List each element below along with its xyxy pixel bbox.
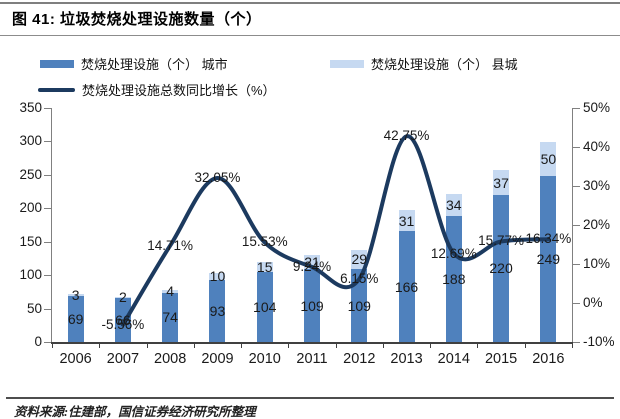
year-label-2012: 2012: [343, 351, 376, 367]
x-axis-tick: [241, 344, 243, 348]
top-rule: [0, 2, 620, 4]
growth-label-2013: 42.75%: [383, 128, 430, 144]
bar-county-label-2008: 4: [166, 283, 175, 300]
year-label-2010: 2010: [248, 351, 281, 367]
bar-county-2006: [67, 293, 84, 296]
right-axis-tick-label: 10%: [583, 256, 611, 271]
legend-label: 焚烧处理设施（个） 县城: [371, 57, 518, 72]
legend-item-0: 焚烧处理设施（个） 城市: [40, 54, 228, 73]
x-axis-tick: [382, 344, 384, 348]
bar-city-label-2011: 109: [300, 297, 324, 314]
year-label-2015: 2015: [484, 351, 518, 367]
left-axis-tick-label: 250: [19, 166, 42, 182]
year-label-2014: 2014: [437, 351, 470, 367]
year-label-2008: 2008: [154, 351, 187, 367]
left-axis-tick-label: 0: [34, 334, 42, 349]
right-axis-tick: [573, 225, 580, 226]
legend-item-1: 焚烧处理设施（个） 县城: [330, 54, 518, 73]
right-axis-tick: [573, 342, 580, 343]
right-axis-tick-label: 40%: [583, 139, 611, 154]
left-axis-tick: [44, 108, 51, 109]
right-axis-tick-label: 50%: [583, 100, 611, 115]
year-label-2009: 2009: [201, 351, 234, 367]
growth-label-2010: 15.53%: [241, 234, 288, 250]
right-axis-tick: [573, 303, 580, 304]
left-axis-tick-label: 150: [19, 233, 42, 249]
left-axis-line: [51, 108, 52, 343]
right-axis-tick: [573, 147, 580, 148]
legend-label: 焚烧处理设施（个） 城市: [81, 57, 228, 72]
year-label-2007: 2007: [106, 351, 140, 367]
left-axis-tick-label: 50: [26, 300, 42, 316]
year-label-2006: 2006: [59, 351, 92, 367]
bar-city-label-2010: 104: [253, 299, 277, 316]
left-axis-tick: [44, 141, 51, 143]
x-axis-tick: [430, 344, 432, 348]
left-axis-tick-label: 300: [19, 133, 42, 149]
bar-city-label-2016: 249: [536, 250, 561, 267]
x-axis-tick: [146, 344, 148, 348]
source-note: 资料来源:住建部，国信证券经济研究所整理: [14, 405, 256, 419]
left-axis-tick: [44, 174, 51, 176]
growth-label-2012: 6.15%: [340, 271, 379, 286]
legend-line-marker-icon: [38, 87, 75, 92]
right-axis-tick-label: 30%: [583, 178, 611, 193]
x-axis-tick: [288, 344, 290, 348]
growth-label-2016: 16.34%: [525, 231, 572, 247]
x-axis-tick: [524, 344, 526, 348]
figure-title: 图 41: 垃圾焚烧处理设施数量（个）: [12, 11, 262, 28]
x-axis-tick: [99, 344, 101, 348]
bar-city-2006: [67, 295, 84, 342]
bar-county-label-2006: 3: [71, 286, 80, 303]
legend-bar-marker-icon: [40, 59, 74, 68]
chart-legend: 焚烧处理设施（个） 城市 焚烧处理设施（个） 县城焚烧处理设施总数同比增长（%）: [0, 0, 620, 105]
left-axis-tick: [44, 275, 51, 277]
right-axis-tick-label: 0%: [583, 295, 603, 310]
year-label-2016: 2016: [532, 351, 565, 367]
year-label-2013: 2013: [390, 351, 423, 367]
bar-county-label-2007: 2: [119, 289, 127, 306]
right-axis-tick-label: 20%: [583, 217, 611, 232]
right-axis-tick: [573, 264, 580, 265]
legend-item-2: 焚烧处理设施总数同比增长（%）: [38, 80, 276, 99]
x-axis-tick: [335, 344, 337, 348]
right-axis-line: [572, 108, 573, 343]
year-label-2011: 2011: [296, 351, 328, 367]
x-axis-tick: [52, 344, 53, 348]
x-axis-tick: [193, 344, 195, 348]
left-axis-tick-label: 100: [19, 267, 42, 283]
bar-county-label-2015: 37: [493, 174, 509, 191]
bar-county-label-2014: 34: [446, 196, 462, 213]
left-axis-tick: [44, 308, 51, 310]
bar-city-label-2012: 109: [347, 297, 371, 314]
legend-label: 焚烧处理设施总数同比增长（%）: [82, 83, 276, 98]
bar-city-label-2006: 69: [67, 310, 84, 327]
left-axis-tick: [44, 208, 51, 210]
bar-county-label-2009: 10: [209, 268, 226, 285]
x-axis-tick: [477, 344, 479, 348]
left-axis-tick: [44, 241, 51, 243]
right-axis-tick: [573, 108, 580, 109]
growth-label-2008: 14.71%: [147, 237, 194, 253]
bar-city-label-2009: 93: [209, 302, 226, 319]
left-axis-tick-label: 200: [19, 200, 42, 216]
x-axis-line: [51, 342, 573, 344]
left-axis-tick: [44, 342, 51, 343]
title-rule: [0, 35, 620, 36]
growth-label-2009: 32.05%: [194, 170, 241, 185]
growth-label-2007: -5.56%: [101, 316, 145, 332]
bar-county-label-2016: 50: [540, 150, 557, 167]
right-axis-tick: [573, 186, 580, 187]
bar-county-label-2013: 31: [398, 212, 415, 229]
footer-rule: [6, 397, 614, 399]
left-axis-tick-label: 350: [19, 100, 42, 115]
legend-bar-marker-icon: [330, 59, 364, 68]
right-axis-tick-label: -10%: [583, 334, 615, 349]
x-axis-tick: [572, 344, 573, 348]
bar-city-label-2014: 188: [442, 271, 466, 288]
